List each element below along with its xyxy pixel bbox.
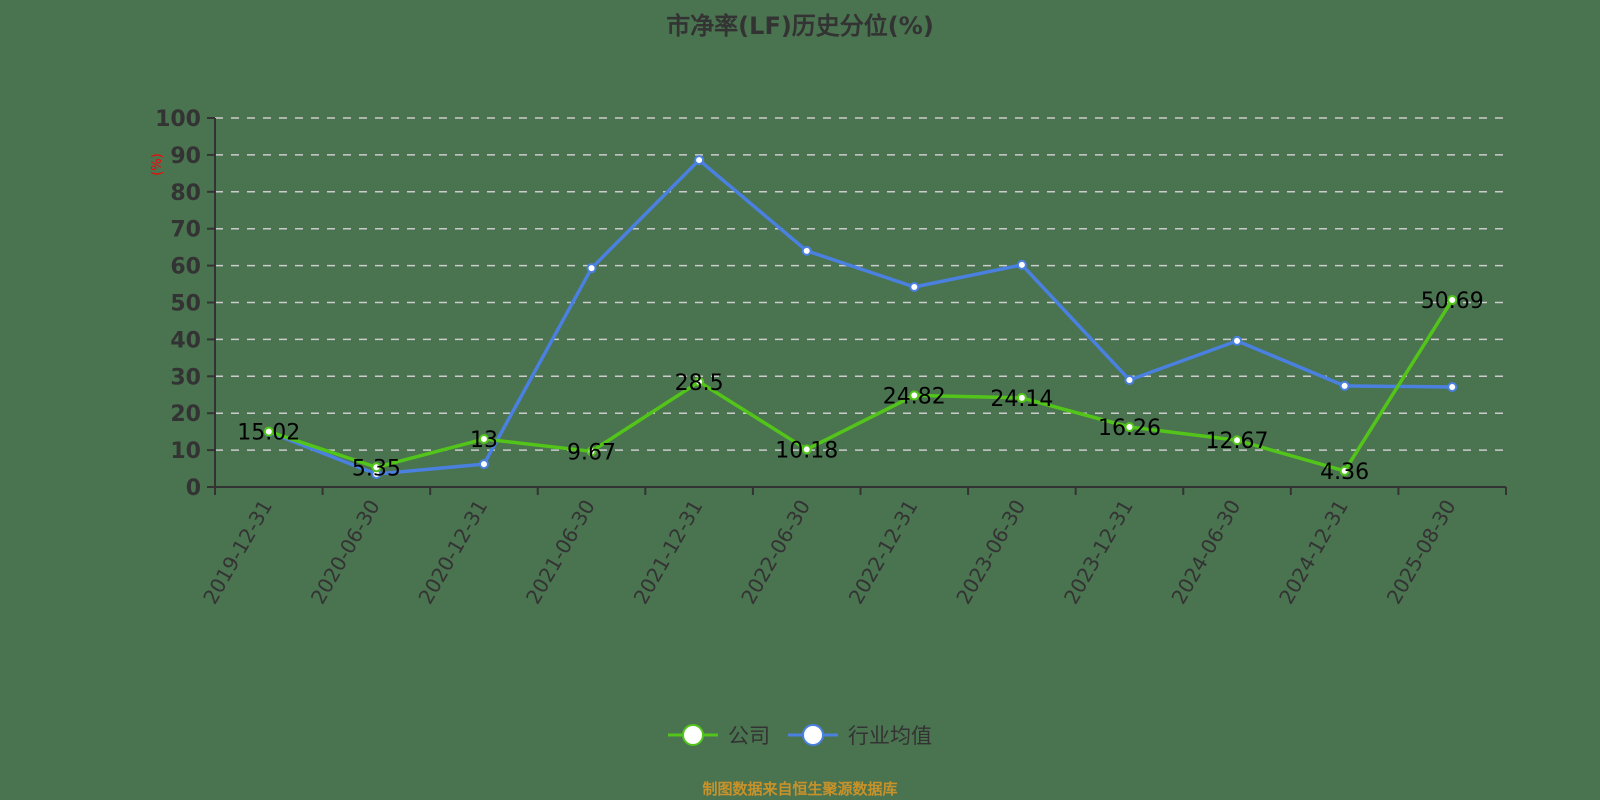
x-tick-label: 2019-12-31 bbox=[198, 496, 277, 609]
data-value-label: 50.69 bbox=[1421, 289, 1484, 314]
x-tick-label: 2024-12-31 bbox=[1274, 496, 1353, 609]
data-point[interactable] bbox=[801, 245, 812, 256]
data-point[interactable] bbox=[1124, 374, 1135, 385]
legend-industry-marker-icon bbox=[788, 724, 838, 746]
legend-label-industry-average: 行业均值 bbox=[848, 724, 932, 748]
y-tick-label: 50 bbox=[170, 292, 201, 317]
grid-lines bbox=[215, 117, 1506, 451]
y-tick-label: 30 bbox=[170, 365, 201, 390]
x-tick-label: 2022-12-31 bbox=[844, 496, 923, 609]
x-tick-label: 2021-06-30 bbox=[521, 496, 600, 609]
data-point[interactable] bbox=[1447, 294, 1458, 305]
data-point[interactable] bbox=[909, 282, 920, 293]
data-point[interactable] bbox=[1232, 335, 1243, 346]
data-value-label: 24.82 bbox=[883, 384, 946, 409]
series-lines bbox=[263, 155, 1458, 480]
y-tick-label: 40 bbox=[170, 328, 201, 353]
legend-company-marker-icon bbox=[668, 724, 718, 746]
x-tick-label: 2023-12-31 bbox=[1059, 496, 1138, 609]
legend-item-company[interactable]: 公司 bbox=[668, 720, 770, 750]
x-tick-label: 2020-06-30 bbox=[306, 496, 385, 609]
data-point[interactable] bbox=[909, 390, 920, 401]
data-point[interactable] bbox=[1016, 392, 1027, 403]
data-value-label: 5.35 bbox=[352, 456, 401, 481]
data-point[interactable] bbox=[1339, 465, 1350, 476]
data-point[interactable] bbox=[371, 462, 382, 473]
data-point[interactable] bbox=[1447, 382, 1458, 393]
data-point[interactable] bbox=[478, 434, 489, 445]
data-value-label: 15.02 bbox=[237, 421, 300, 446]
x-tick-label: 2025-08-30 bbox=[1382, 496, 1461, 609]
data-value-label: 12.67 bbox=[1206, 429, 1269, 454]
data-value-label: 9.67 bbox=[567, 440, 616, 465]
data-value-label: 4.36 bbox=[1320, 460, 1369, 485]
data-point[interactable] bbox=[694, 376, 705, 387]
y-tick-label: 0 bbox=[186, 476, 201, 501]
data-point[interactable] bbox=[1232, 435, 1243, 446]
y-tick-label: 80 bbox=[170, 181, 201, 206]
industry-average-line bbox=[268, 158, 1453, 476]
y-tick-label: 100 bbox=[155, 107, 201, 132]
x-tick-label: 2022-06-30 bbox=[736, 496, 815, 609]
data-point[interactable] bbox=[586, 263, 597, 274]
data-point[interactable] bbox=[1016, 259, 1027, 270]
data-value-label: 16.26 bbox=[1098, 416, 1161, 441]
data-value-label: 13 bbox=[470, 428, 498, 453]
company-line bbox=[268, 299, 1454, 473]
y-tick-label: 70 bbox=[170, 218, 201, 243]
data-point[interactable] bbox=[263, 426, 274, 437]
data-value-label: 24.14 bbox=[990, 387, 1053, 412]
legend-label-company: 公司 bbox=[728, 724, 770, 748]
data-point[interactable] bbox=[801, 444, 812, 455]
data-point[interactable] bbox=[1124, 422, 1135, 433]
legend: 公司 行业均值 bbox=[0, 720, 1600, 750]
legend-item-industry-average[interactable]: 行业均值 bbox=[788, 720, 932, 750]
data-labels: 15.02 5.35 13 9.67 28.5 10.18 24.82 24.14 16.26 1… bbox=[237, 289, 1483, 485]
data-point[interactable] bbox=[478, 459, 489, 470]
data-point[interactable] bbox=[694, 155, 705, 166]
data-point[interactable] bbox=[1339, 380, 1350, 391]
axes: 0 10 20 30 40 50 60 70 80 90 100 2019-12-31 2020-06-… bbox=[155, 107, 1507, 609]
x-tick-label: 2021-12-31 bbox=[629, 496, 708, 609]
y-tick-label: 10 bbox=[170, 439, 201, 464]
y-tick-label: 90 bbox=[170, 144, 201, 169]
source-note: 制图数据来自恒生聚源数据库 bbox=[702, 780, 898, 798]
x-tick-label: 2020-12-31 bbox=[413, 496, 492, 609]
y-tick-label: 60 bbox=[170, 255, 201, 280]
data-value-label: 10.18 bbox=[775, 438, 838, 463]
data-value-label: 28.5 bbox=[675, 371, 724, 396]
chart-title: 市净率(LF)历史分位(%) bbox=[666, 12, 934, 40]
x-tick-label: 2024-06-30 bbox=[1166, 496, 1245, 609]
y-tick-label: 20 bbox=[170, 402, 201, 427]
x-tick-label: 2023-06-30 bbox=[951, 496, 1030, 609]
data-point[interactable] bbox=[586, 446, 597, 457]
